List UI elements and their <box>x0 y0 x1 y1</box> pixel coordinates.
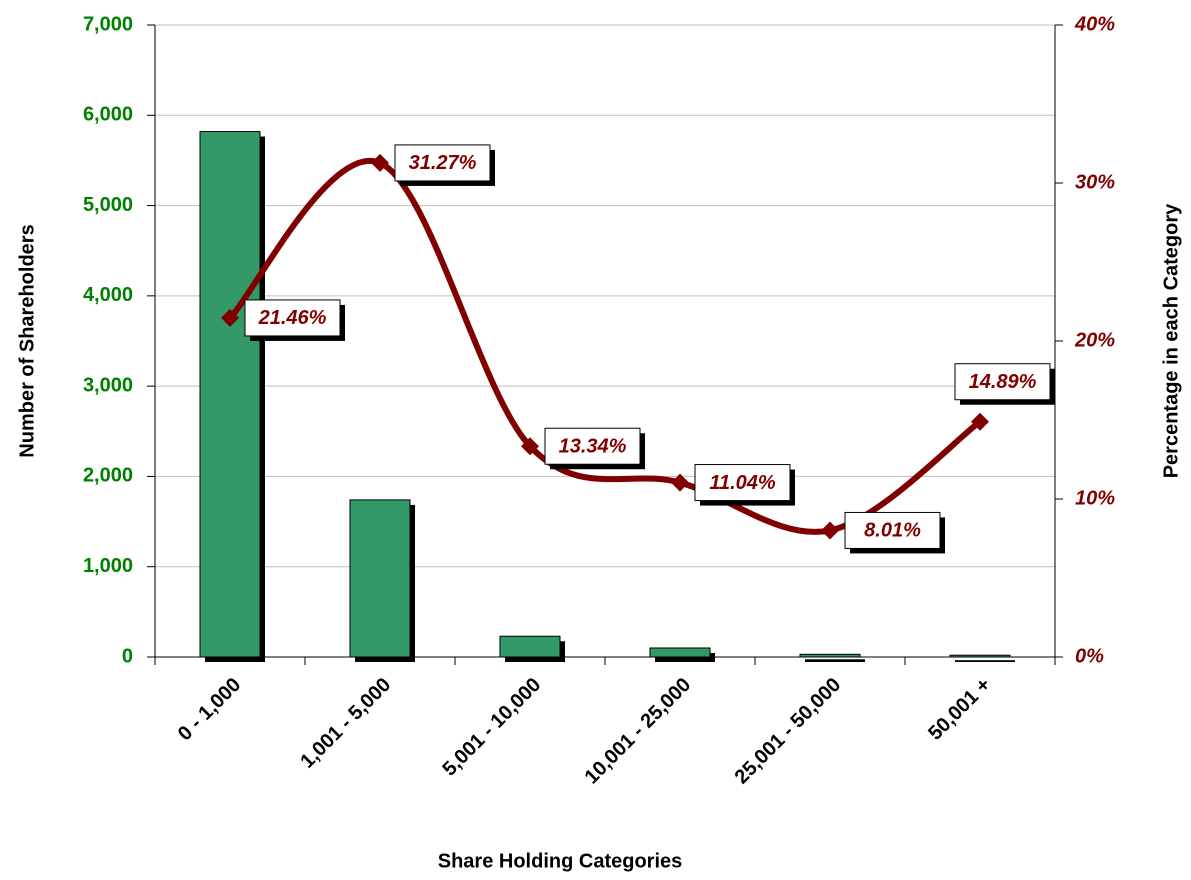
bar <box>349 499 411 658</box>
x-tick-label: 10,001 - 25,000 <box>581 674 696 789</box>
label-box <box>244 299 341 337</box>
y2-tick-label: 10% <box>1075 487 1115 509</box>
marker <box>671 473 689 492</box>
y2-tick-label: 20% <box>1074 329 1115 351</box>
label-box <box>394 144 491 182</box>
y2-tick-label: 40% <box>1074 13 1115 35</box>
data-label: 11.04% <box>709 472 776 494</box>
y-tick-label: 0 <box>122 645 133 667</box>
y-axis-title: Number of Shareholders <box>16 224 38 457</box>
y-tick-label: 6,000 <box>83 104 133 126</box>
y-tick-label: 2,000 <box>83 465 133 487</box>
bar <box>649 647 711 658</box>
marker <box>371 153 389 172</box>
bar <box>199 131 261 658</box>
data-label: 31.27% <box>409 152 477 174</box>
y-tick-label: 4,000 <box>83 284 133 306</box>
label-box <box>544 427 641 465</box>
data-label: 14.89% <box>969 371 1037 393</box>
marker <box>821 521 839 540</box>
data-label: 21.46% <box>258 307 327 329</box>
x-tick-label: 5,001 - 10,000 <box>438 674 545 781</box>
bar <box>799 653 861 658</box>
bar-shadow <box>805 659 865 662</box>
y2-axis-title: Percentage in each Category <box>1160 203 1182 478</box>
label-box <box>844 511 941 549</box>
y-tick-label: 1,000 <box>83 555 133 577</box>
y2-tick-label: 0% <box>1075 645 1104 667</box>
bar <box>949 654 1011 658</box>
x-tick-label: 25,001 - 50,000 <box>731 674 846 789</box>
label-box <box>694 464 791 502</box>
data-label: 13.34% <box>559 436 627 458</box>
y2-tick-label: 30% <box>1075 171 1115 193</box>
x-tick-label: 50,001 + <box>924 674 995 745</box>
y-tick-label: 3,000 <box>83 374 133 396</box>
x-tick-label: 0 - 1,000 <box>174 674 245 745</box>
label-box <box>954 363 1051 401</box>
x-axis-title: Share Holding Categories <box>438 850 683 872</box>
y-tick-label: 5,000 <box>83 194 133 216</box>
marker <box>221 308 239 327</box>
y-tick-label: 7,000 <box>83 13 133 35</box>
marker <box>971 412 989 431</box>
marker <box>521 437 539 456</box>
data-label: 8.01% <box>864 520 921 542</box>
bar <box>499 635 561 658</box>
bar-shadow <box>955 660 1015 662</box>
x-tick-label: 1,001 - 5,000 <box>296 674 395 773</box>
